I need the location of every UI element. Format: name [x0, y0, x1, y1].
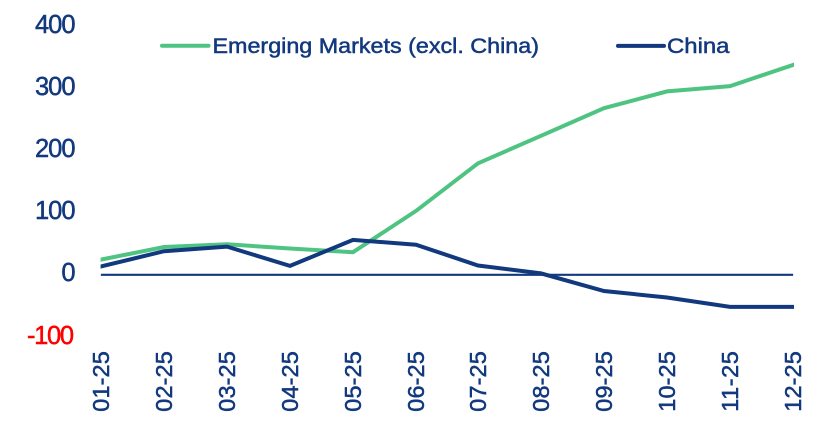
svg-text:Emerging Markets (excl. China): Emerging Markets (excl. China)	[213, 34, 540, 58]
svg-text:07-25: 07-25	[465, 351, 491, 412]
svg-text:04-25: 04-25	[277, 351, 303, 412]
svg-text:400: 400	[35, 11, 76, 39]
svg-text:300: 300	[35, 73, 76, 101]
svg-text:09-25: 09-25	[591, 351, 617, 412]
svg-text:06-25: 06-25	[403, 351, 429, 412]
svg-text:02-25: 02-25	[151, 351, 177, 412]
svg-text:100: 100	[35, 197, 76, 225]
svg-text:03-25: 03-25	[214, 351, 240, 412]
svg-text:China: China	[667, 34, 730, 58]
svg-text:01-25: 01-25	[88, 351, 114, 412]
svg-text:08-25: 08-25	[528, 351, 554, 412]
svg-text:12-25: 12-25	[780, 351, 806, 412]
svg-text:10-25: 10-25	[654, 351, 680, 412]
svg-text:0: 0	[61, 259, 75, 287]
svg-text:05-25: 05-25	[340, 351, 366, 412]
svg-text:11-25: 11-25	[717, 351, 743, 412]
svg-text:-100: -100	[27, 322, 74, 350]
svg-text:200: 200	[35, 135, 76, 163]
